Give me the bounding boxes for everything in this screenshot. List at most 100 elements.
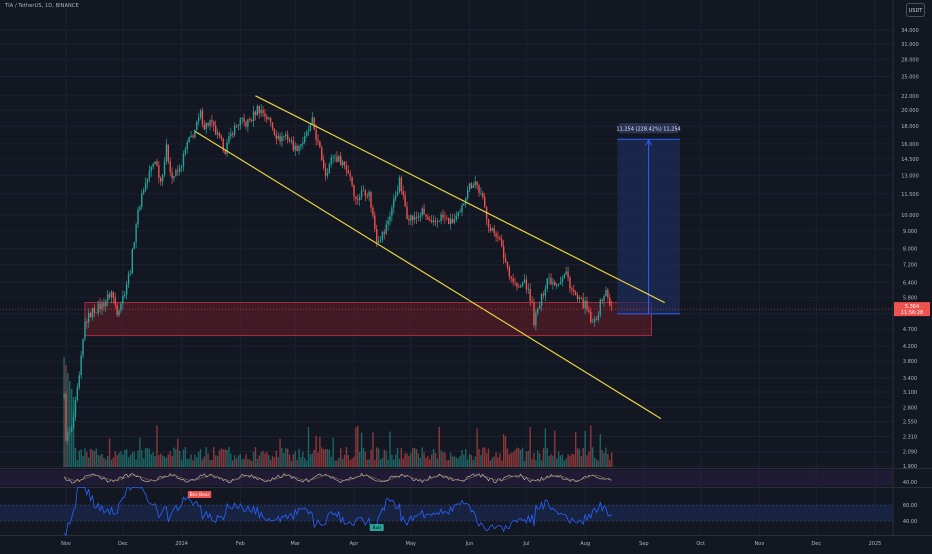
volume-bar [425,457,427,467]
volume-bar [277,457,279,467]
volume-bar [523,460,526,467]
volume-bar [285,448,287,467]
currency-button[interactable]: USDT [906,3,925,17]
volume-bar [129,455,132,467]
candle-body [599,299,601,315]
volume-bar [429,459,431,467]
volume-bar [362,447,365,467]
volume-bar [133,451,135,467]
volume-bar [173,447,175,467]
candle-body [520,285,522,288]
volume-bar [574,431,577,467]
candle-body [120,303,122,311]
candle-body [101,303,103,310]
candle-body [571,288,573,290]
rsi-band [0,505,893,521]
x-tick-label: 2025 [869,541,882,547]
candle-body [338,156,340,162]
candle-body [192,135,194,138]
volume-bar [387,459,389,467]
candle-body [88,312,90,323]
y-tick-label: 14.500 [901,157,919,163]
candle-body [288,139,291,142]
y-tick-label: 1.900 [903,464,917,470]
volume-bar [148,448,151,467]
candle-body [404,194,406,207]
volume-bar [131,452,134,467]
candle-body [214,125,217,135]
candle-body [224,150,226,154]
trendline-1 [255,95,665,304]
candle-body [412,215,414,220]
y-tick-label: 34.000 [901,28,919,34]
candle-body [249,119,251,121]
volume-bar [461,449,463,467]
candle-body [178,167,181,172]
volume-bar [296,459,298,467]
volume-bar [233,455,236,467]
y-tick-label: 2.310 [903,434,917,440]
candle-body [497,236,499,238]
candle-body [448,218,450,225]
volume-bar [249,459,251,467]
volume-bar [101,453,103,467]
candle-body [487,219,490,228]
volume-bar [146,447,149,467]
volume-bar [508,454,511,467]
volume-bar [607,454,609,467]
candle-body [358,196,361,200]
chart-title: TIA / TetherUS, 1D, BINANCE [5,3,79,9]
candle-body [466,190,469,199]
volume-bar [84,448,86,467]
target-arrow-head [645,139,653,146]
candle-body [438,221,440,222]
candle-body [311,117,313,124]
volume-bar [69,381,71,467]
candle-body [264,113,266,117]
candle-body [557,284,560,285]
candle-body [351,176,353,185]
candle-body [480,192,482,194]
volume-bar [512,452,514,467]
candle-body [317,139,319,142]
trendline-2 [194,130,662,420]
volume-bar [603,452,605,467]
volume-bar [300,457,302,467]
candle-body [463,203,465,206]
volume-bar [142,458,145,467]
candle-body [239,118,242,126]
y-tick-label: 4.200 [903,344,917,350]
candle-body [552,282,554,284]
candle-body [197,117,200,122]
y-tick-label: 9.000 [903,229,917,235]
volume-bar [224,449,226,467]
candle-body [427,216,429,220]
candle-body [529,288,531,302]
volume-bar [177,438,179,467]
candle-body [470,183,473,188]
candle-body [601,299,603,301]
volume-bar [214,455,217,467]
candle-body [341,161,344,166]
y-tick-label: 2.800 [903,405,917,411]
volume-bar [601,450,603,467]
candle-body [468,183,471,191]
candle-body [160,177,162,182]
volume-bar [93,451,96,467]
candle-body [232,133,234,135]
volume-bar [260,452,262,467]
volume-bar [116,455,118,467]
y-tick-label: 22.000 [901,94,919,100]
volume-bar [207,453,209,467]
candle-body [357,198,359,200]
volume-bar [305,460,308,467]
candle-body [609,297,611,306]
candle-body [322,160,325,168]
candle-body [290,140,293,142]
candle-body [196,121,198,131]
volume-bar [430,454,433,467]
candle-body [546,278,548,289]
candle-body [491,228,493,231]
